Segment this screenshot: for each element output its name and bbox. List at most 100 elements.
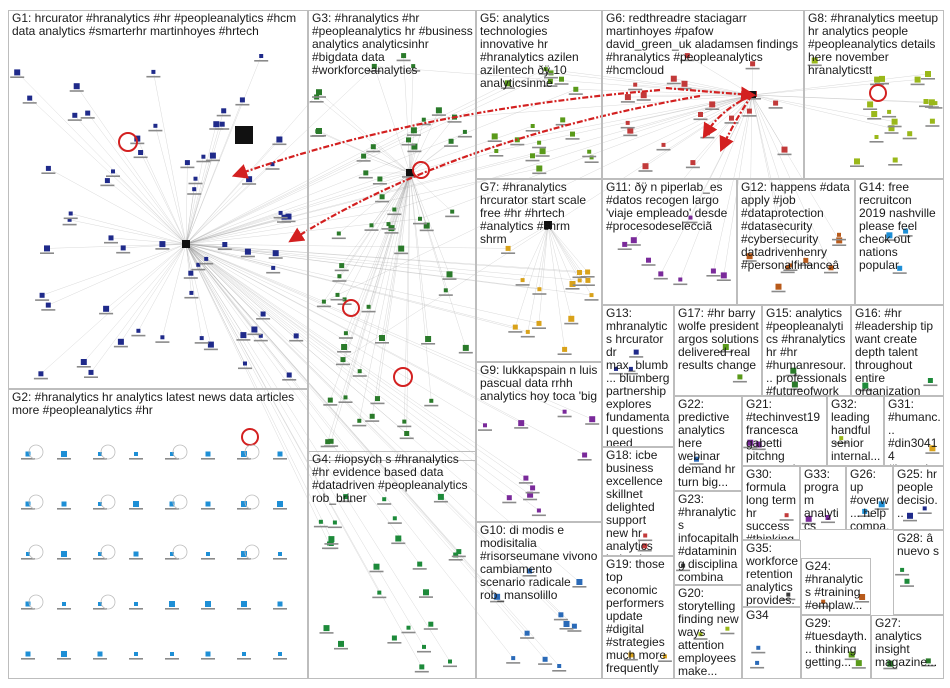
node-label-g9-2 — [523, 498, 538, 501]
node-label-g2-15 — [273, 508, 287, 510]
node-label-g4-21 — [433, 500, 448, 503]
node-g5-8 — [530, 124, 535, 128]
node-label-g3-5 — [316, 305, 331, 308]
node-g1-43 — [246, 176, 253, 183]
group-label-g8: G8: #hranalytics meetup hr analytics peo… — [808, 11, 939, 77]
node-g3-11 — [361, 153, 367, 159]
node-g1-28 — [243, 361, 247, 366]
edge-110 — [379, 172, 411, 180]
node-label-g3-38 — [406, 134, 421, 136]
medium-logo-node — [235, 126, 253, 144]
node-g5-9 — [539, 148, 546, 155]
node-label-g2-19 — [129, 558, 143, 560]
node-g6-18 — [781, 146, 788, 153]
edge-235 — [751, 94, 806, 261]
node-label-g9-0 — [518, 482, 533, 484]
group-label-g28: G28: â nuevo s — [897, 531, 940, 558]
node-label-g1-7 — [191, 268, 206, 271]
node-g11-5 — [688, 215, 693, 220]
node-g5-4 — [543, 67, 548, 72]
edge-34 — [48, 168, 187, 245]
group-label-g17: G17: #hr barry wolfe president argos sol… — [678, 306, 759, 372]
node-label-g5-17 — [555, 123, 570, 126]
edge-6 — [29, 97, 187, 245]
node-g1-21 — [276, 136, 283, 143]
group-label-g7: G7: #hranalytics hrcurator start scale f… — [480, 180, 587, 246]
node-g5-1 — [494, 149, 499, 153]
node-label-g7-2 — [520, 335, 535, 338]
node-g1-20 — [136, 328, 141, 333]
edge-184 — [185, 243, 580, 281]
node-g1-3 — [138, 150, 144, 155]
edge-32 — [120, 243, 187, 342]
node-label-g10-4 — [553, 618, 568, 621]
edge-210 — [394, 94, 753, 210]
node-label-g4-5 — [412, 568, 427, 570]
node-g7-6 — [577, 270, 582, 275]
node-label-g18-1 — [638, 539, 653, 542]
edge-95 — [337, 172, 411, 295]
node-label-g3-29 — [458, 351, 473, 354]
edge-35 — [185, 243, 212, 345]
node-label-g3-46 — [358, 176, 373, 179]
edge-141 — [547, 224, 580, 273]
node-label-g1-3 — [133, 156, 148, 159]
node-label-g4-15 — [387, 642, 402, 644]
node-label-g3-34 — [337, 351, 352, 353]
node-label-g8-2 — [928, 107, 943, 109]
node-g1-42 — [104, 178, 110, 184]
node-g5-2 — [548, 70, 554, 76]
node-label-g3-43 — [338, 337, 353, 339]
node-g8-14 — [874, 76, 881, 83]
node-g3-39 — [429, 398, 434, 403]
node-g2-10 — [98, 502, 102, 506]
node-g7-4 — [505, 245, 511, 251]
grey-loop-g2-10 — [172, 544, 188, 560]
node-label-g16-0 — [858, 389, 873, 392]
node-g8-3 — [925, 71, 931, 77]
node-label-g2-18 — [93, 558, 107, 560]
node-g2-9 — [61, 501, 67, 507]
edge-36 — [155, 125, 187, 245]
group-box-g15: G15: analytics #peopleanalytics #hranaly… — [762, 305, 851, 396]
node-label-g3-7 — [399, 437, 414, 440]
grey-loop-g2-8 — [28, 544, 44, 560]
node-g22-0 — [694, 456, 699, 462]
group-box-g12: G12: happens #data apply #job #dataprote… — [737, 179, 855, 305]
node-label-g27-1 — [883, 667, 898, 670]
node-g2-18 — [98, 552, 102, 556]
node-label-g8-17 — [863, 108, 878, 110]
node-label-g1-33 — [199, 262, 214, 265]
node-g6-15 — [640, 92, 647, 99]
edge-155 — [185, 243, 378, 399]
node-g13-2 — [628, 366, 633, 371]
node-g1-22 — [244, 248, 251, 255]
edge-4 — [185, 99, 243, 245]
node-label-g4-10 — [313, 525, 328, 528]
node-g4-7 — [332, 520, 337, 525]
node-label-g7-8 — [532, 293, 547, 295]
node-label-g5-3 — [568, 93, 583, 95]
node-g10-9 — [557, 664, 562, 668]
node-g3-29 — [462, 344, 469, 351]
node-g34-1 — [755, 660, 760, 665]
node-label-g12-2 — [798, 264, 813, 266]
node-g26-0 — [878, 501, 885, 508]
edge-13 — [42, 243, 187, 296]
node-g2-21 — [206, 552, 210, 556]
node-g1-26 — [219, 121, 225, 127]
edge-90 — [368, 172, 411, 307]
node-label-g1-38 — [67, 119, 82, 121]
node-label-g26-1 — [857, 515, 872, 517]
node-g3-5 — [321, 299, 326, 304]
edge-112 — [409, 131, 466, 174]
node-label-g2-27 — [129, 608, 143, 610]
node-g3-4 — [421, 117, 426, 122]
node-g3-32 — [450, 209, 455, 214]
node-g3-1 — [392, 207, 397, 212]
node-g3-50 — [377, 176, 383, 182]
group-label-g18: G18: icbe business excellence skillnet d… — [606, 448, 663, 556]
node-g5-15 — [491, 133, 498, 140]
edge-154 — [185, 243, 324, 302]
node-g10-3 — [571, 623, 577, 629]
